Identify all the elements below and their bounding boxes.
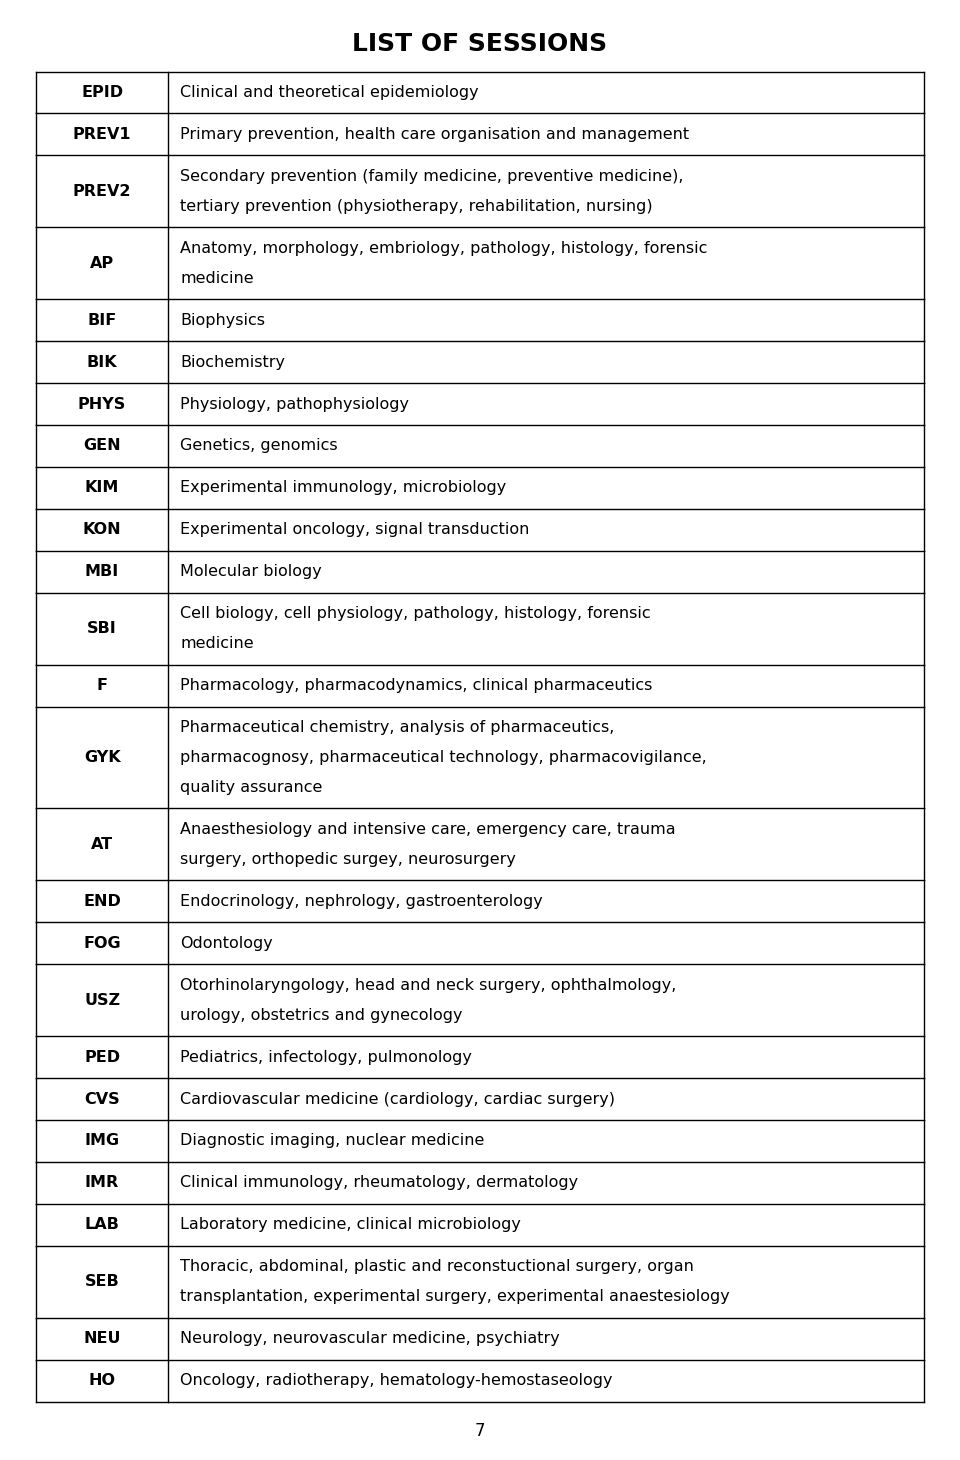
- Text: PHYS: PHYS: [78, 397, 127, 412]
- Text: MBI: MBI: [85, 565, 119, 580]
- Text: IMG: IMG: [84, 1133, 120, 1149]
- Text: NEU: NEU: [84, 1332, 121, 1346]
- Text: Primary prevention, health care organisation and management: Primary prevention, health care organisa…: [180, 127, 689, 142]
- Text: Anatomy, morphology, embriology, pathology, histology, forensic: Anatomy, morphology, embriology, patholo…: [180, 241, 708, 255]
- Text: Thoracic, abdominal, plastic and reconstuctional surgery, organ: Thoracic, abdominal, plastic and reconst…: [180, 1260, 694, 1275]
- Text: transplantation, experimental surgery, experimental anaestesiology: transplantation, experimental surgery, e…: [180, 1289, 730, 1304]
- Text: tertiary prevention (physiotherapy, rehabilitation, nursing): tertiary prevention (physiotherapy, reha…: [180, 199, 653, 213]
- Text: Cell biology, cell physiology, pathology, histology, forensic: Cell biology, cell physiology, pathology…: [180, 606, 651, 622]
- Text: EPID: EPID: [81, 85, 123, 99]
- Text: medicine: medicine: [180, 637, 253, 651]
- Text: Anaesthesiology and intensive care, emergency care, trauma: Anaesthesiology and intensive care, emer…: [180, 822, 676, 837]
- Text: Biochemistry: Biochemistry: [180, 355, 285, 369]
- Text: Otorhinolaryngology, head and neck surgery, ophthalmology,: Otorhinolaryngology, head and neck surge…: [180, 978, 677, 993]
- Text: BIK: BIK: [86, 355, 117, 369]
- Text: quality assurance: quality assurance: [180, 780, 323, 796]
- Text: Neurology, neurovascular medicine, psychiatry: Neurology, neurovascular medicine, psych…: [180, 1332, 560, 1346]
- Text: SBI: SBI: [87, 620, 117, 637]
- Text: KON: KON: [83, 523, 121, 537]
- Text: SEB: SEB: [84, 1275, 119, 1289]
- Text: medicine: medicine: [180, 270, 253, 286]
- Text: Clinical immunology, rheumatology, dermatology: Clinical immunology, rheumatology, derma…: [180, 1175, 578, 1190]
- Text: surgery, orthopedic surgey, neurosurgery: surgery, orthopedic surgey, neurosurgery: [180, 851, 516, 867]
- Text: LAB: LAB: [84, 1218, 120, 1232]
- Text: Pharmaceutical chemistry, analysis of pharmaceutics,: Pharmaceutical chemistry, analysis of ph…: [180, 720, 614, 734]
- Text: END: END: [84, 894, 121, 908]
- Text: PREV1: PREV1: [73, 127, 132, 142]
- Text: AT: AT: [91, 837, 113, 853]
- Text: FOG: FOG: [84, 936, 121, 950]
- Text: Laboratory medicine, clinical microbiology: Laboratory medicine, clinical microbiolo…: [180, 1218, 521, 1232]
- Text: Diagnostic imaging, nuclear medicine: Diagnostic imaging, nuclear medicine: [180, 1133, 485, 1149]
- Text: Experimental immunology, microbiology: Experimental immunology, microbiology: [180, 480, 507, 495]
- Text: Biophysics: Biophysics: [180, 312, 265, 327]
- Text: F: F: [97, 677, 108, 694]
- Text: Physiology, pathophysiology: Physiology, pathophysiology: [180, 397, 409, 412]
- Text: AP: AP: [90, 255, 114, 270]
- Text: Oncology, radiotherapy, hematology-hemostaseology: Oncology, radiotherapy, hematology-hemos…: [180, 1374, 612, 1388]
- Text: urology, obstetrics and gynecology: urology, obstetrics and gynecology: [180, 1007, 463, 1022]
- Text: Experimental oncology, signal transduction: Experimental oncology, signal transducti…: [180, 523, 530, 537]
- Text: LIST OF SESSIONS: LIST OF SESSIONS: [352, 32, 608, 55]
- Text: 7: 7: [475, 1422, 485, 1440]
- Text: Odontology: Odontology: [180, 936, 273, 950]
- Text: Genetics, genomics: Genetics, genomics: [180, 438, 338, 454]
- Text: CVS: CVS: [84, 1092, 120, 1107]
- Text: Molecular biology: Molecular biology: [180, 565, 322, 580]
- Text: Pediatrics, infectology, pulmonology: Pediatrics, infectology, pulmonology: [180, 1050, 472, 1064]
- Text: IMR: IMR: [85, 1175, 119, 1190]
- Text: USZ: USZ: [84, 993, 120, 1007]
- Text: KIM: KIM: [84, 480, 119, 495]
- Text: GEN: GEN: [84, 438, 121, 454]
- Text: Cardiovascular medicine (cardiology, cardiac surgery): Cardiovascular medicine (cardiology, car…: [180, 1092, 615, 1107]
- Text: HO: HO: [88, 1374, 115, 1388]
- Text: PREV2: PREV2: [73, 184, 132, 199]
- Text: BIF: BIF: [87, 312, 117, 327]
- Text: Clinical and theoretical epidemiology: Clinical and theoretical epidemiology: [180, 85, 479, 99]
- Text: Endocrinology, nephrology, gastroenterology: Endocrinology, nephrology, gastroenterol…: [180, 894, 543, 908]
- Text: Secondary prevention (family medicine, preventive medicine),: Secondary prevention (family medicine, p…: [180, 169, 684, 184]
- Text: PED: PED: [84, 1050, 120, 1064]
- Text: pharmacognosy, pharmaceutical technology, pharmacovigilance,: pharmacognosy, pharmaceutical technology…: [180, 750, 707, 765]
- Text: Pharmacology, pharmacodynamics, clinical pharmaceutics: Pharmacology, pharmacodynamics, clinical…: [180, 677, 653, 694]
- Text: GYK: GYK: [84, 750, 120, 765]
